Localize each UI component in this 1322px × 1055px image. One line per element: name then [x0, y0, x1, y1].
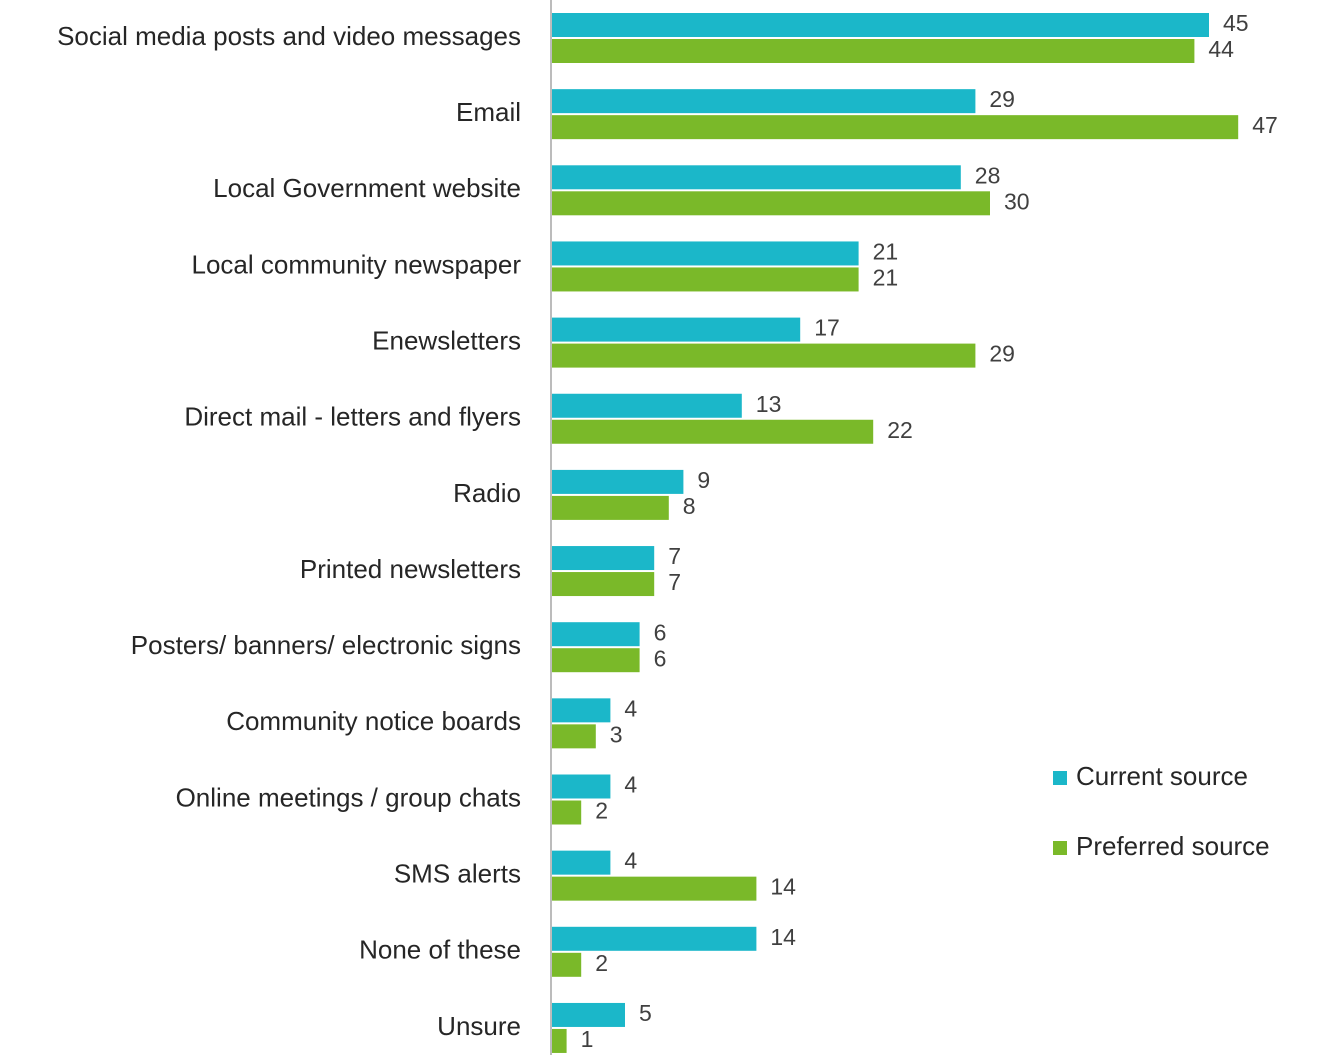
bar-current-source: [552, 165, 961, 190]
bar-current-source: [552, 698, 611, 723]
bar-preferred-source: [552, 724, 596, 749]
category-label: None of these: [359, 935, 521, 965]
legend-label: Preferred source: [1076, 831, 1270, 861]
legend: Current source Preferred source: [1053, 761, 1270, 861]
bars: [552, 13, 1239, 1053]
legend-label: Current source: [1076, 761, 1248, 791]
data-label: 21: [873, 239, 899, 265]
data-label: 29: [989, 341, 1015, 367]
data-label: 30: [1004, 188, 1030, 214]
category-label: Enewsletters: [372, 325, 521, 355]
category-label: Online meetings / group chats: [176, 782, 521, 812]
data-label: 45: [1223, 10, 1249, 36]
category-label: Direct mail - letters and flyers: [184, 402, 521, 432]
data-label: 1: [581, 1026, 594, 1052]
data-label: 47: [1252, 112, 1278, 138]
bar-preferred-source: [552, 572, 655, 597]
legend-swatch: [1053, 841, 1067, 855]
data-label: 6: [654, 619, 667, 645]
category-label: Unsure: [437, 1011, 521, 1041]
data-label: 7: [668, 543, 681, 569]
data-label: 3: [610, 721, 623, 747]
data-label: 17: [814, 315, 840, 341]
category-label: Posters/ banners/ electronic signs: [131, 630, 521, 660]
bar-preferred-source: [552, 267, 859, 292]
category-label: Local Government website: [213, 173, 521, 203]
category-labels: Social media posts and video messages Ema…: [57, 21, 521, 1041]
bar-preferred-source: [552, 952, 582, 977]
data-label: 9: [697, 467, 710, 493]
category-label: Community notice boards: [226, 706, 521, 736]
category-label: Printed newsletters: [300, 554, 521, 584]
bar-current-source: [552, 469, 684, 494]
category-label: SMS alerts: [394, 859, 521, 889]
bar-current-source: [552, 13, 1209, 37]
category-label: Email: [456, 97, 521, 127]
data-label: 44: [1208, 36, 1234, 62]
bar-preferred-source: [552, 115, 1239, 140]
data-label: 5: [639, 1000, 652, 1026]
category-label: Radio: [453, 478, 521, 508]
bar-current-source: [552, 622, 640, 647]
data-labels: 4544294728302121172913229877664342414142…: [581, 10, 1278, 1052]
legend-swatch: [1053, 771, 1067, 785]
data-label: 28: [975, 162, 1001, 188]
data-label: 7: [668, 569, 681, 595]
data-label: 4: [624, 695, 637, 721]
data-label: 4: [624, 772, 637, 798]
bar-preferred-source: [552, 419, 874, 444]
category-label: Social media posts and video messages: [57, 21, 521, 51]
bar-preferred-source: [552, 800, 582, 825]
bar-current-source: [552, 926, 757, 951]
data-label: 21: [873, 265, 899, 291]
bar-current-source: [552, 850, 611, 875]
bar-current-source: [552, 89, 976, 114]
bar-current-source: [552, 317, 801, 342]
data-label: 22: [887, 417, 913, 443]
data-label: 6: [654, 645, 667, 671]
bar-preferred-source: [552, 343, 976, 368]
bar-preferred-source: [552, 39, 1195, 63]
bar-preferred-source: [552, 495, 669, 520]
bar-current-source: [552, 546, 655, 571]
data-label: 14: [770, 924, 796, 950]
bar-preferred-source: [552, 191, 990, 216]
bar-preferred-source: [552, 648, 640, 673]
data-label: 2: [595, 950, 608, 976]
bar-current-source: [552, 1002, 625, 1027]
data-label: 2: [595, 798, 608, 824]
data-label: 4: [624, 848, 637, 874]
bar-current-source: [552, 774, 611, 799]
data-label: 14: [770, 874, 796, 900]
data-label: 13: [756, 391, 782, 417]
bar-preferred-source: [552, 876, 757, 901]
bar-preferred-source: [552, 1028, 567, 1053]
bar-current-source: [552, 241, 859, 266]
bar-current-source: [552, 393, 742, 418]
category-label: Local community newspaper: [192, 249, 522, 279]
data-label: 29: [989, 86, 1015, 112]
data-label: 8: [683, 493, 696, 519]
